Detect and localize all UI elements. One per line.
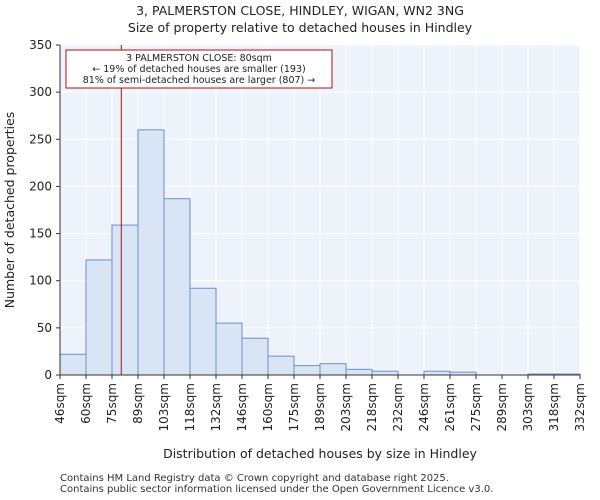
x-tick-label: 160sqm <box>261 383 275 431</box>
histogram-bar <box>345 368 373 376</box>
y-axis-label: Number of detached properties <box>2 112 17 309</box>
histogram-bar <box>293 365 321 376</box>
y-tick-label: 300 <box>29 85 52 99</box>
histogram-bar <box>163 198 191 376</box>
chart-subtitle: Size of property relative to detached ho… <box>127 20 473 35</box>
histogram-bar <box>137 129 165 376</box>
y-tick-label: 200 <box>29 179 52 193</box>
x-tick-label: 103sqm <box>157 383 171 431</box>
x-tick-label: 132sqm <box>209 383 223 431</box>
histogram-bar <box>319 363 347 376</box>
x-tick-label: 289sqm <box>495 383 509 431</box>
y-tick-label: 150 <box>29 227 52 241</box>
footer-line-2: Contains public sector information licen… <box>60 484 494 495</box>
histogram-bar <box>423 370 451 376</box>
x-tick-label: 60sqm <box>79 383 93 424</box>
footer-line-1: Contains HM Land Registry data © Crown c… <box>60 473 449 484</box>
x-tick-label: 203sqm <box>339 383 353 431</box>
x-tick-label: 332sqm <box>573 383 587 431</box>
x-tick-label: 46sqm <box>53 383 67 424</box>
histogram-bar <box>59 353 87 376</box>
x-tick-label: 218sqm <box>365 383 379 431</box>
x-tick-label: 303sqm <box>521 383 535 431</box>
x-tick-label: 118sqm <box>183 383 197 431</box>
y-tick-label: 100 <box>29 274 52 288</box>
x-tick-label: 175sqm <box>287 383 301 431</box>
x-tick-label: 318sqm <box>547 383 561 431</box>
x-tick-label: 189sqm <box>313 383 327 431</box>
x-tick-label: 232sqm <box>391 383 405 431</box>
x-tick-label: 146sqm <box>235 383 249 431</box>
y-tick-label: 50 <box>37 321 52 335</box>
x-axis-label: Distribution of detached houses by size … <box>163 446 477 461</box>
x-tick-label: 261sqm <box>443 383 457 431</box>
x-tick-label: 75sqm <box>105 383 119 424</box>
y-tick-label: 250 <box>29 132 52 146</box>
annotation-line: ← 19% of detached houses are smaller (19… <box>92 64 305 75</box>
histogram-bar <box>241 337 269 376</box>
histogram-bar <box>267 355 295 376</box>
annotation-box <box>65 49 333 89</box>
histogram-bar <box>85 259 113 376</box>
x-tick-label: 275sqm <box>469 383 483 431</box>
annotation-line: 81% of semi-detached houses are larger (… <box>83 75 316 86</box>
histogram-bar <box>215 322 243 376</box>
x-tick-label: 89sqm <box>131 383 145 424</box>
y-tick-label: 0 <box>44 368 52 382</box>
x-tick-label: 246sqm <box>417 383 431 431</box>
annotation-line: 3 PALMERSTON CLOSE: 80sqm <box>126 53 272 64</box>
histogram-bar <box>371 370 399 376</box>
chart-title: 3, PALMERSTON CLOSE, HINDLEY, WIGAN, WN2… <box>136 3 464 18</box>
histogram-bar <box>189 287 217 376</box>
histogram-bar <box>111 224 139 376</box>
y-tick-label: 350 <box>29 38 52 52</box>
